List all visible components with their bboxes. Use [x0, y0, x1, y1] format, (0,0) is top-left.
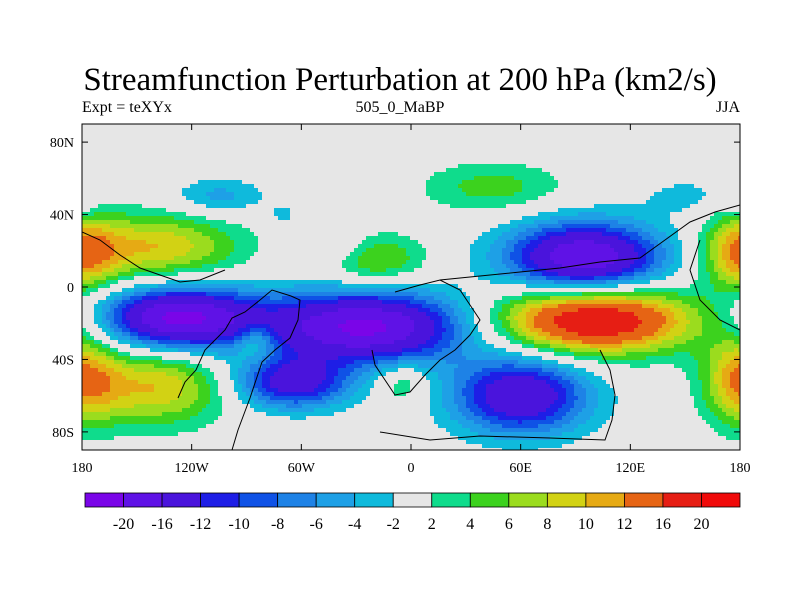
colorbar-swatch: [431, 492, 471, 508]
streamfunction-field: [82, 124, 740, 450]
coastline: [82, 204, 740, 450]
y-tick-label: 40S: [52, 353, 74, 368]
y-tick-label: 80S: [52, 426, 74, 441]
season-label: JJA: [715, 99, 740, 116]
colorbar-swatch: [508, 492, 548, 508]
colorbar-label: 2: [428, 516, 436, 533]
colorbar-swatch: [277, 492, 317, 508]
colorbar-label: -2: [387, 516, 400, 533]
colorbar-swatch: [123, 492, 163, 508]
x-tick-label: 0: [408, 461, 415, 476]
colorbar-label: 4: [466, 516, 474, 533]
colorbar-label: -10: [228, 516, 249, 533]
run-label: 505_0_MaBP: [355, 99, 445, 116]
colorbar-label: 8: [543, 516, 551, 533]
colorbar-label: 16: [655, 516, 671, 533]
colorbar-label: -16: [151, 516, 172, 533]
colorbar-swatch: [200, 492, 240, 508]
y-tick-label: 0: [67, 281, 74, 296]
colorbar-swatch: [161, 492, 201, 508]
x-tick-label: 180: [730, 461, 751, 476]
colorbar-label: 20: [693, 516, 709, 533]
colorbar-label: -20: [113, 516, 134, 533]
x-tick-label: 120W: [175, 461, 210, 476]
x-tick-label: 180: [72, 461, 93, 476]
colorbar-swatch: [585, 492, 625, 508]
colorbar-swatch: [469, 492, 510, 508]
colorbar-swatch: [546, 492, 587, 508]
colorbar-swatch: [701, 492, 741, 508]
y-tick-label: 40N: [50, 209, 74, 224]
colorbar-label: -8: [271, 516, 284, 533]
y-tick-label: 80N: [50, 136, 74, 151]
colorbar-swatch: [238, 492, 279, 508]
colorbar-label: -4: [348, 516, 361, 533]
colorbar: -20 -16 -12 -10 -8 -6 -4 -2 2 4 6 8 10 12 16 20: [84, 492, 741, 533]
colorbar-swatch: [354, 492, 394, 508]
colorbar-swatch: [315, 492, 356, 508]
chart-title: Streamfunction Perturbation at 200 hPa (…: [83, 62, 717, 98]
colorbar-swatch: [662, 492, 702, 508]
colorbar-label: 10: [578, 516, 594, 533]
colorbar-label: 12: [616, 516, 632, 533]
x-tick-label: 60W: [288, 461, 316, 476]
colorbar-label: 6: [505, 516, 513, 533]
colorbar-label: -6: [310, 516, 323, 533]
experiment-label: Expt = teXYx: [82, 99, 172, 116]
x-tick-label: 60E: [509, 461, 532, 476]
colorbar-swatch: [84, 492, 124, 508]
x-tick-label: 120E: [616, 461, 646, 476]
colorbar-label: -12: [190, 516, 211, 533]
colorbar-swatch: [392, 492, 433, 508]
axes: 180 120W 60W 0 60E 120E 180 80N 40N 0 40S 80S: [50, 124, 751, 476]
colorbar-swatch: [624, 492, 664, 508]
